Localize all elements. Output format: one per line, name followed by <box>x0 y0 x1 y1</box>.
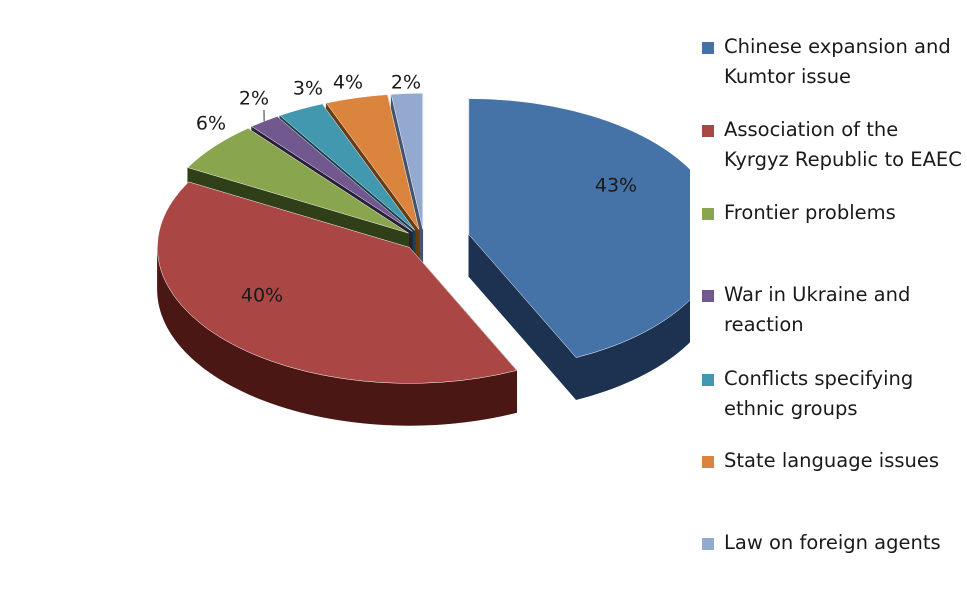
pie-data-label: 2% <box>239 88 269 110</box>
legend-label: Association of the Kyrgyz Republic to EA… <box>724 118 962 171</box>
legend-swatch <box>702 290 714 302</box>
legend-label: Chinese expansion and Kumtor issue <box>724 35 951 88</box>
pie-data-label: 43% <box>595 175 637 197</box>
pie-slice <box>157 181 517 384</box>
legend-swatch <box>702 456 714 468</box>
pie-chart-svg: 43% 40% 6% 2% 3% 4% 2% <box>157 72 690 426</box>
legend-label: Frontier problems <box>724 201 896 224</box>
legend-swatch <box>702 374 714 386</box>
pie-data-label: 2% <box>391 72 421 94</box>
legend-swatch <box>702 125 714 137</box>
legend-swatch <box>702 538 714 550</box>
legend-swatch <box>702 208 714 220</box>
pie-data-label: 6% <box>196 113 226 135</box>
legend-label: War in Ukraine and reaction <box>724 283 911 336</box>
pie-slice-tops <box>157 92 690 384</box>
legend-label: State language issues <box>724 449 940 472</box>
legend-label: Conflicts specifying ethnic groups <box>724 367 914 420</box>
pie-data-label: 4% <box>333 72 363 94</box>
pie-slice <box>390 92 423 230</box>
pie-data-label: 40% <box>241 285 283 307</box>
pie-slice <box>251 116 413 232</box>
legend-label: Law on foreign agents <box>724 531 941 554</box>
pie-slice <box>468 98 690 358</box>
pie-slice <box>279 103 416 231</box>
legend-swatch <box>702 42 714 54</box>
pie-slice <box>187 128 409 234</box>
pie-data-label: 3% <box>293 78 323 100</box>
chart-legend: Chinese expansion and Kumtor issue Associ… <box>700 0 967 603</box>
pie-slice <box>326 94 420 230</box>
pie-chart: 43% 40% 6% 2% 3% 4% 2% <box>157 72 690 426</box>
pie-slice-side <box>575 299 690 400</box>
pie-data-labels: 43% 40% 6% 2% 3% 4% 2% <box>196 72 637 307</box>
